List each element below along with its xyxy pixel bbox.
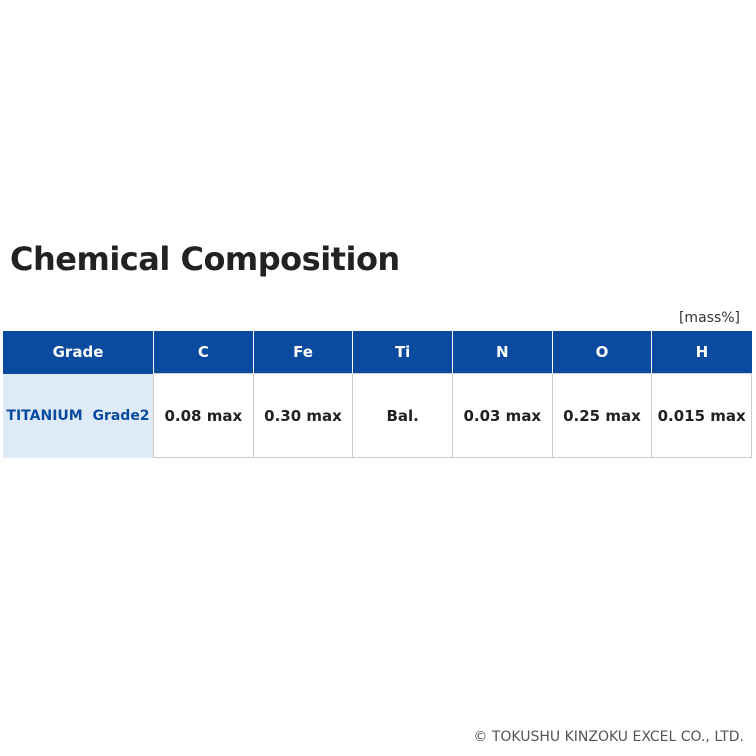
table-cell: 0.08 max: [153, 373, 254, 458]
table-cell: TITANIUM Grade2: [3, 373, 154, 458]
column-header: C: [153, 331, 254, 374]
table-row: TITANIUM Grade2 0.08 max 0.30 max Bal. 0.03 …: [3, 373, 752, 458]
unit-label: [mass%]: [678, 310, 740, 326]
table-cell: 0.30 max: [252, 373, 354, 458]
table-cell: 0.25 max: [551, 373, 653, 458]
column-header: Fe: [252, 331, 353, 374]
table-cell: 0.015 max: [651, 373, 752, 458]
copyright: © TOKUSHU KINZOKU EXCEL CO., LTD.: [473, 729, 744, 745]
table-body: TITANIUM Grade2 0.08 max 0.30 max Bal. 0.03 …: [3, 373, 752, 458]
title: Chemical Composition: [10, 240, 400, 278]
composition-table: Grade C Fe Ti N O H TITANIUM Grade2 0.08 max 0.3…: [3, 331, 752, 458]
column-header: O: [551, 331, 652, 374]
column-header: Grade: [3, 331, 154, 374]
table-cell: 0.03 max: [451, 373, 553, 458]
header-row: Grade C Fe Ti N O H: [3, 331, 752, 374]
column-header: H: [651, 331, 752, 374]
table-cell: Bal.: [352, 373, 453, 458]
column-header: N: [451, 331, 553, 374]
column-header: Ti: [352, 331, 453, 374]
